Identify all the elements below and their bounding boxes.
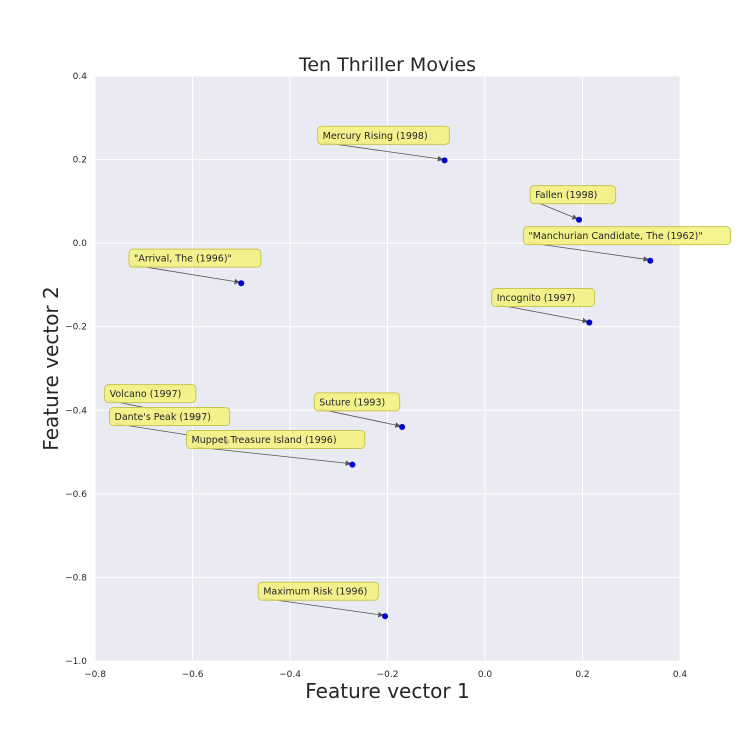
x-tick-label: 0.2 (575, 670, 589, 680)
y-tick-label: −0.2 (65, 323, 87, 333)
annotation-arrow (263, 597, 384, 618)
annotation-label: Mercury Rising (1998) (317, 125, 450, 145)
annotation-label: "Arrival, The (1996)" (128, 248, 262, 268)
annotation-arrow (496, 304, 589, 324)
annotation-box (491, 287, 596, 307)
annotation-label: Suture (1993) (313, 392, 401, 412)
annotation-text: Muppet Treasure Island (1996) (192, 435, 337, 446)
annotation-label: Dante's Peak (1997) (109, 407, 231, 427)
y-tick-label: −0.6 (65, 490, 87, 500)
y-axis-label: Feature vector 2 (39, 286, 63, 450)
x-tick-label: 0.0 (478, 670, 493, 680)
x-tick-label: 0.4 (673, 670, 688, 680)
y-tick-label: 0.0 (73, 239, 88, 249)
x-tick-label: −0.2 (377, 670, 399, 680)
y-axis-ticks: −1.0 −0.8 −0.6 −0.4 −0.2 0.0 0.2 0.4 (65, 72, 87, 667)
annotation-text: Dante's Peak (1997) (115, 412, 211, 423)
annotation-box (522, 226, 732, 246)
annotation-text: Volcano (1997) (110, 389, 182, 400)
annotation-label: Maximum Risk (1996) (257, 581, 379, 601)
annotation-arrow (319, 408, 401, 428)
annotation-labels: Mercury Rising (1998) Fallen (1998) "Manch… (104, 125, 732, 601)
annotation-text: Fallen (1998) (535, 190, 597, 201)
chart-title: Ten Thriller Movies (298, 54, 476, 76)
x-tick-label: −0.6 (182, 670, 204, 680)
data-point (441, 157, 448, 164)
annotation-label: Muppet Treasure Island (1996) (186, 430, 366, 450)
annotation-label: Volcano (1997) (104, 384, 197, 404)
x-tick-label: −0.8 (84, 670, 106, 680)
data-point (647, 257, 654, 264)
y-tick-label: −1.0 (65, 657, 87, 667)
annotation-box (529, 185, 617, 205)
annotation-label: "Manchurian Candidate, The (1962)" (522, 226, 732, 246)
annotation-box (317, 125, 450, 145)
y-tick-label: −0.4 (65, 406, 87, 416)
annotation-text: "Manchurian Candidate, The (1962)" (528, 231, 702, 242)
annotation-box (186, 430, 366, 450)
annotation-box (257, 581, 379, 601)
annotation-arrow (133, 264, 241, 285)
annotation-box (128, 248, 262, 268)
annotation-arrow (191, 446, 352, 466)
annotation-text: Maximum Risk (1996) (263, 587, 367, 598)
data-point (576, 216, 583, 223)
data-point (382, 613, 389, 620)
data-point (586, 319, 593, 326)
y-tick-label: 0.4 (73, 72, 88, 82)
annotation-box (104, 384, 197, 404)
x-tick-label: −0.4 (279, 670, 301, 680)
y-tick-label: 0.2 (73, 156, 87, 166)
annotation-label: Fallen (1998) (529, 185, 617, 205)
annotation-box (313, 392, 401, 412)
y-tick-label: −0.8 (65, 573, 87, 583)
annotation-text: Incognito (1997) (497, 293, 576, 304)
data-point (399, 424, 406, 430)
annotation-text: "Arrival, The (1996)" (134, 254, 232, 265)
annotation-box (109, 407, 231, 427)
x-axis-label: Feature vector 1 (305, 679, 469, 703)
data-point (349, 461, 356, 468)
annotation-arrow (535, 201, 578, 220)
annotation-arrow (528, 242, 650, 262)
annotation-text: Suture (1993) (319, 397, 385, 408)
x-axis-ticks: −0.8 −0.6 −0.4 −0.2 0.0 0.2 0.4 (84, 670, 687, 680)
annotation-label: Incognito (1997) (491, 287, 596, 307)
data-point (238, 280, 245, 287)
annotation-text: Mercury Rising (1998) (323, 131, 428, 142)
annotation-arrow (322, 141, 444, 162)
